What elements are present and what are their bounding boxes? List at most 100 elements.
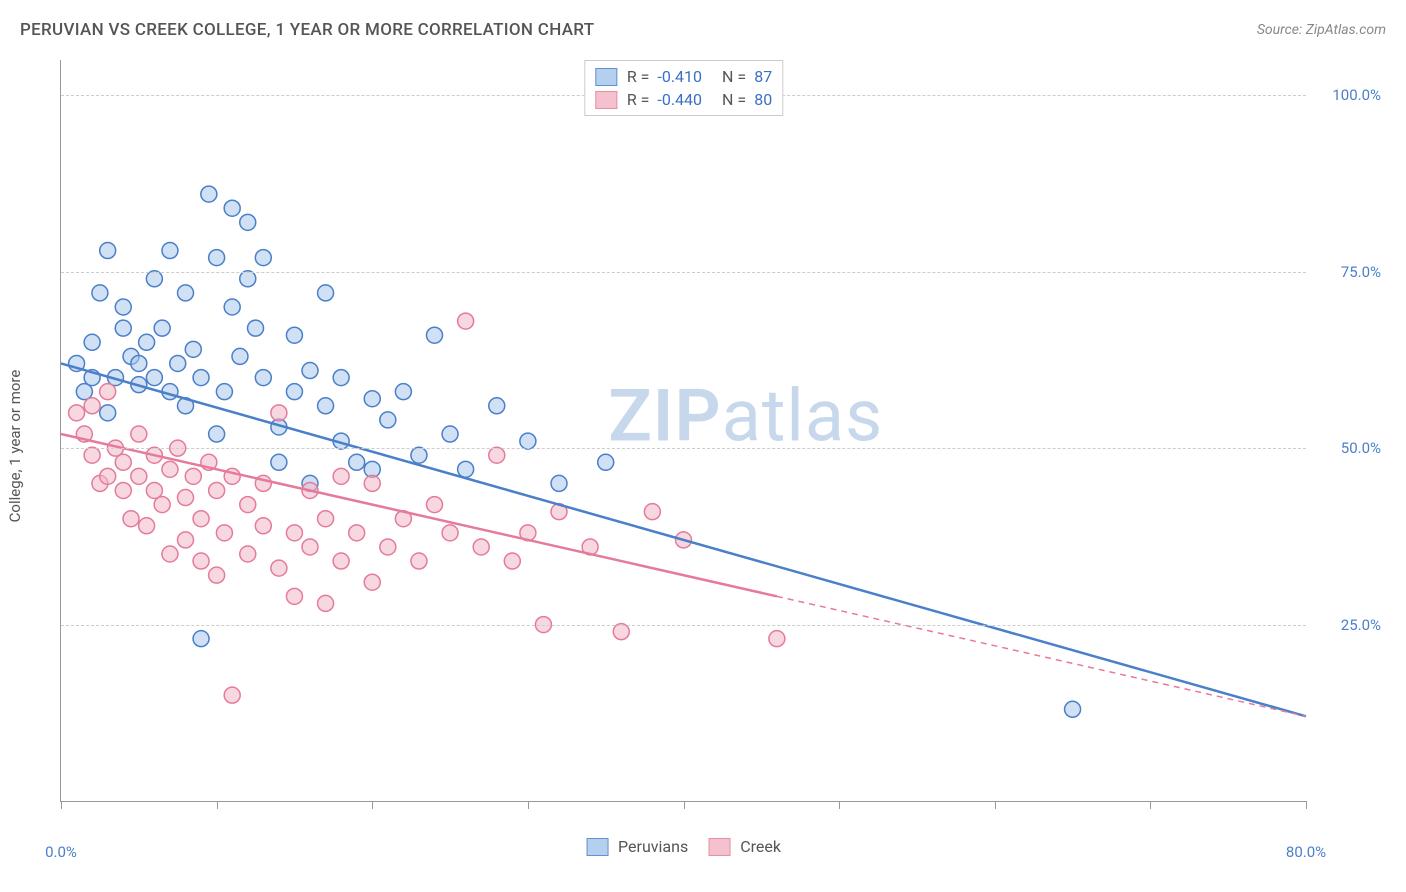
scatter-point (364, 574, 380, 590)
scatter-point (333, 370, 349, 386)
scatter-point (178, 490, 194, 506)
y-tick-label: 25.0% (1311, 616, 1381, 634)
series-legend-item: Creek (708, 837, 781, 856)
scatter-point (380, 539, 396, 555)
scatter-point (442, 525, 458, 541)
x-tick (1150, 801, 1151, 809)
scatter-point (286, 525, 302, 541)
n-label: N = (722, 67, 746, 86)
scatter-point (216, 525, 232, 541)
scatter-point (193, 511, 209, 527)
scatter-point (349, 454, 365, 470)
r-label: R = (627, 67, 650, 86)
series-name: Creek (740, 837, 781, 856)
legend-swatch (586, 838, 608, 856)
scatter-point (154, 320, 170, 336)
scatter-point (286, 327, 302, 343)
scatter-point (255, 250, 271, 266)
scatter-point (411, 447, 427, 463)
scatter-point (380, 412, 396, 428)
scatter-point (123, 511, 139, 527)
scatter-point (115, 320, 131, 336)
chart-title: PERUVIAN VS CREEK COLLEGE, 1 YEAR OR MOR… (20, 20, 594, 40)
series-legend: Peruvians Creek (586, 837, 781, 856)
scatter-point (201, 186, 217, 202)
scatter-point (598, 454, 614, 470)
scatter-point (232, 348, 248, 364)
scatter-point (84, 334, 100, 350)
series-legend-item: Peruvians (586, 837, 688, 856)
chart-container: College, 1 year or more ZIPatlas R =-0.4… (60, 60, 1386, 832)
r-value: -0.440 (657, 90, 702, 109)
scatter-point (115, 482, 131, 498)
n-label: N = (722, 90, 746, 109)
scatter-point (240, 497, 256, 513)
x-tick (839, 801, 840, 809)
scatter-point (224, 299, 240, 315)
scatter-point (92, 285, 108, 301)
scatter-point (318, 398, 334, 414)
scatter-point (395, 384, 411, 400)
source-attribution: Source: ZipAtlas.com (1257, 22, 1386, 38)
scatter-point (427, 327, 443, 343)
x-tick (1306, 801, 1307, 809)
scatter-point (154, 497, 170, 513)
scatter-point (458, 313, 474, 329)
y-axis-label: College, 1 year or more (6, 370, 24, 523)
scatter-point (255, 370, 271, 386)
scatter-point (193, 631, 209, 647)
legend-row: R =-0.410N =87 (595, 65, 772, 88)
gridline (61, 272, 1306, 273)
scatter-point (333, 468, 349, 484)
scatter-point (76, 384, 92, 400)
plot-area: ZIPatlas R =-0.410N =87R =-0.440N =80 Pe… (60, 60, 1306, 802)
scatter-point (170, 355, 186, 371)
scatter-point (131, 355, 147, 371)
scatter-point (209, 426, 225, 442)
scatter-point (302, 539, 318, 555)
scatter-point (100, 468, 116, 484)
scatter-point (69, 405, 85, 421)
scatter-point (139, 518, 155, 534)
scatter-point (349, 525, 365, 541)
legend-swatch (595, 91, 617, 109)
scatter-point (240, 271, 256, 287)
scatter-point (613, 624, 629, 640)
scatter-point (442, 426, 458, 442)
scatter-point (224, 687, 240, 703)
scatter-point (240, 214, 256, 230)
scatter-point (489, 398, 505, 414)
scatter-point (216, 384, 232, 400)
scatter-point (318, 285, 334, 301)
x-tick (372, 801, 373, 809)
scatter-point (115, 454, 131, 470)
legend-swatch (708, 838, 730, 856)
x-tick-label: 80.0% (1286, 843, 1326, 861)
x-tick (528, 801, 529, 809)
scatter-point (185, 468, 201, 484)
n-value: 80 (754, 90, 772, 109)
regression-line (61, 363, 1306, 716)
scatter-point (769, 631, 785, 647)
scatter-point (224, 200, 240, 216)
scatter-point (318, 511, 334, 527)
scatter-point (458, 461, 474, 477)
scatter-point (146, 370, 162, 386)
n-value: 87 (754, 67, 772, 86)
chart-header: PERUVIAN VS CREEK COLLEGE, 1 YEAR OR MOR… (20, 20, 1386, 40)
scatter-point (178, 285, 194, 301)
scatter-point (271, 454, 287, 470)
scatter-point (139, 334, 155, 350)
gridline (61, 625, 1306, 626)
scatter-point (411, 553, 427, 569)
scatter-point (100, 405, 116, 421)
regression-line-dashed (777, 596, 1306, 716)
scatter-point (255, 518, 271, 534)
correlation-legend: R =-0.410N =87R =-0.440N =80 (584, 60, 783, 116)
y-tick-label: 50.0% (1311, 439, 1381, 457)
scatter-point (100, 243, 116, 259)
scatter-point (644, 504, 660, 520)
scatter-point (271, 560, 287, 576)
r-label: R = (627, 90, 650, 109)
scatter-point (520, 433, 536, 449)
